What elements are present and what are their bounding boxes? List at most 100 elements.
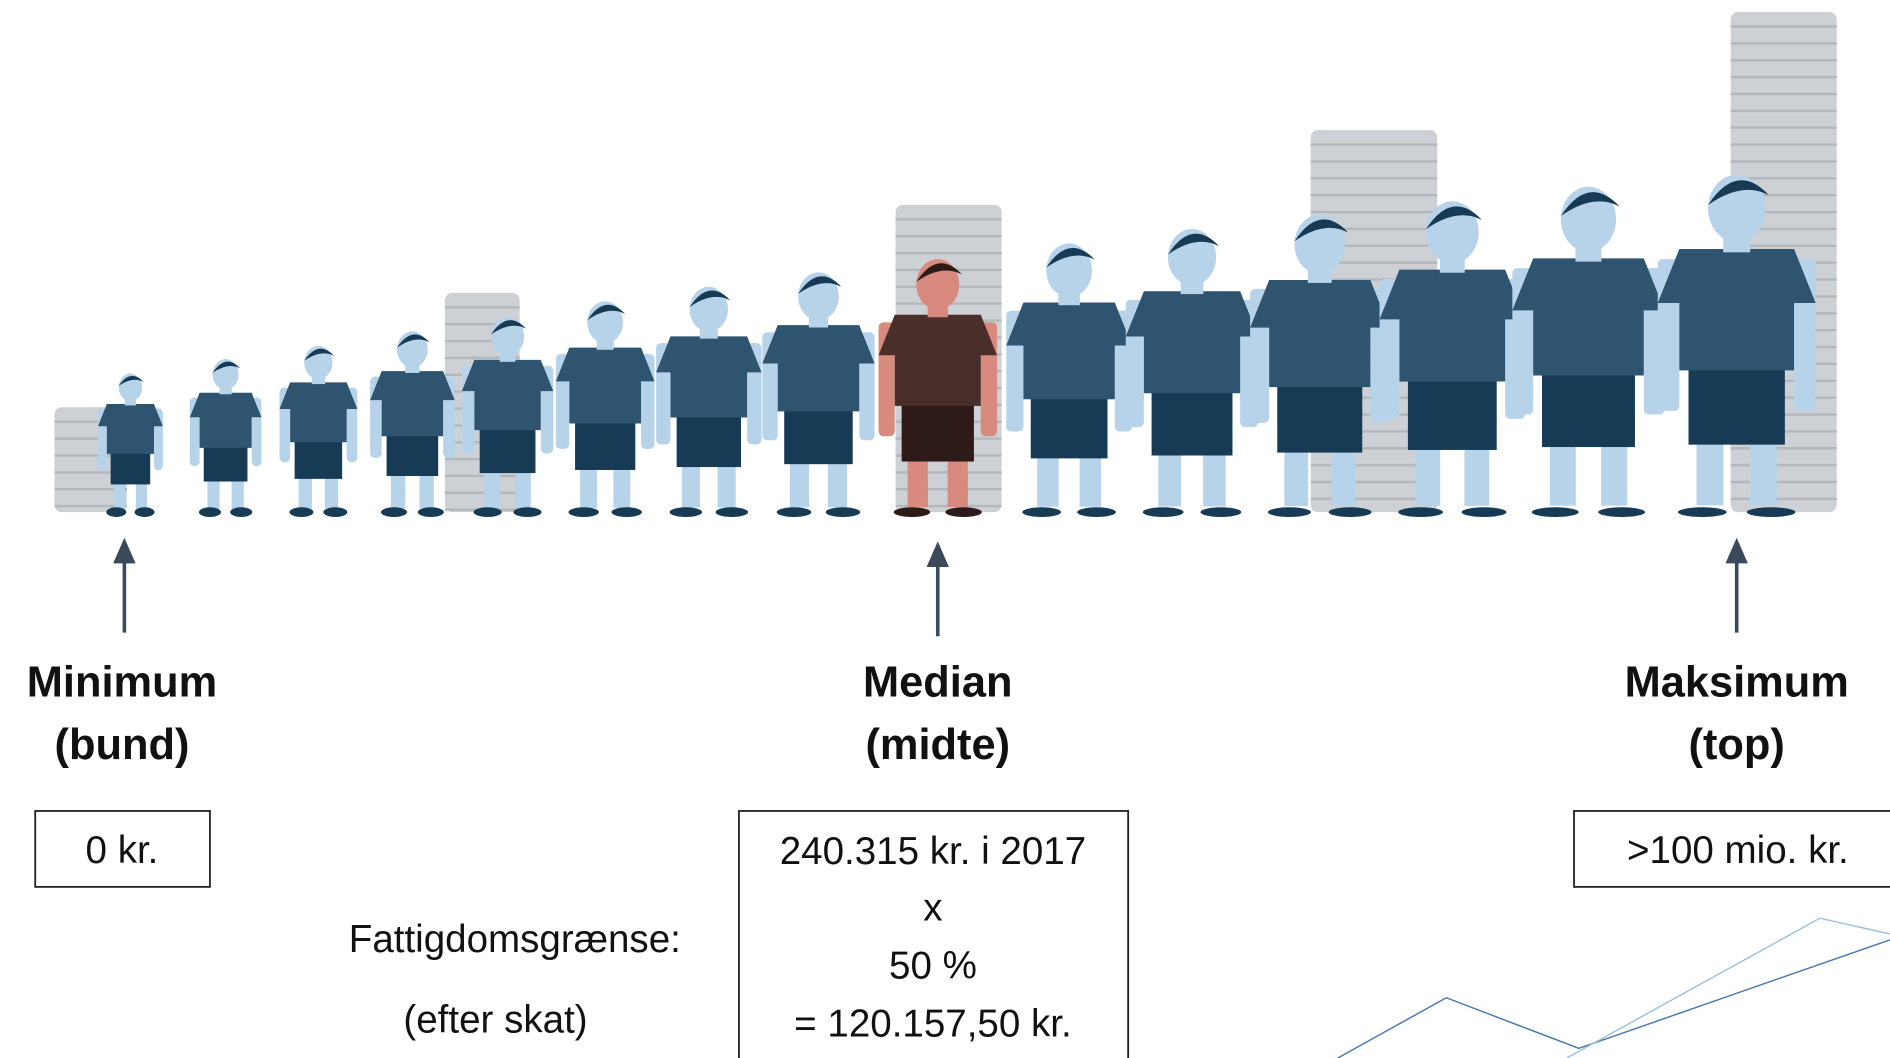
max-box — [1573, 810, 1890, 888]
person — [1125, 228, 1259, 517]
shirt — [189, 392, 262, 448]
shorts — [203, 443, 248, 482]
shirt — [279, 382, 358, 443]
max-value: >100 mio. kr. — [1627, 829, 1849, 872]
shorts — [1030, 391, 1108, 459]
shirt — [1657, 248, 1816, 371]
shirt — [762, 325, 875, 412]
median-box — [738, 810, 1130, 1058]
hair — [304, 348, 335, 361]
shoe — [1328, 507, 1372, 517]
shoe — [1746, 507, 1796, 517]
shoe — [323, 507, 348, 517]
person — [189, 359, 262, 517]
shoe — [134, 507, 155, 517]
shoe — [825, 507, 861, 517]
person — [461, 316, 554, 517]
shirt — [461, 359, 554, 431]
shoe — [1142, 507, 1184, 517]
hair — [1425, 206, 1482, 230]
hair — [916, 263, 962, 282]
shorts — [1277, 378, 1363, 453]
arrows — [113, 537, 1748, 637]
shirt — [1250, 279, 1390, 388]
min-title: Minimum — [27, 658, 217, 706]
person — [555, 301, 655, 517]
hair — [1167, 233, 1219, 255]
shorts — [784, 404, 853, 465]
shoe — [568, 507, 599, 517]
person — [97, 373, 163, 517]
median-title: Median — [863, 658, 1012, 706]
hair — [490, 320, 527, 335]
deco-line — [1337, 939, 1890, 1058]
min-box — [34, 810, 211, 888]
deco-line — [1566, 917, 1890, 1058]
arrowhead — [113, 537, 136, 564]
shoe — [715, 507, 749, 517]
poverty-note: (efter skat) — [403, 999, 587, 1042]
arrowhead — [926, 541, 949, 567]
person — [1006, 243, 1132, 517]
leg — [135, 470, 147, 510]
shoe — [1077, 507, 1116, 517]
hair — [1294, 219, 1349, 242]
shirt — [555, 347, 655, 424]
arrowhead — [1725, 537, 1748, 564]
shoe — [1200, 507, 1242, 517]
median-line: 240.315 kr. i 2017 — [780, 830, 1086, 873]
decoration — [1337, 917, 1890, 1058]
shoe — [1461, 507, 1507, 517]
shoe — [893, 507, 931, 517]
shirt — [370, 371, 455, 437]
person — [1657, 174, 1816, 517]
shoe — [473, 507, 502, 517]
shirt — [1125, 291, 1259, 394]
max-subtitle: (top) — [1689, 721, 1785, 769]
shoe — [417, 507, 444, 517]
shorts — [575, 417, 636, 470]
shorts — [479, 424, 536, 474]
min-value: 0 kr. — [86, 829, 159, 872]
shoe — [1531, 507, 1579, 517]
shoe — [289, 507, 314, 517]
person — [279, 345, 358, 517]
person — [370, 331, 455, 517]
shorts — [294, 437, 343, 479]
person — [656, 286, 762, 517]
shoe — [1398, 507, 1443, 517]
shoe — [513, 507, 542, 517]
shorts — [110, 449, 151, 485]
hair — [1046, 247, 1095, 268]
hair — [118, 375, 144, 387]
shorts — [676, 410, 741, 468]
shirt — [1006, 302, 1132, 400]
hair — [397, 334, 430, 348]
hair — [587, 304, 626, 321]
shirt — [97, 404, 163, 454]
shoe — [380, 507, 407, 517]
poverty-label: Fattigdomsgrænse: — [349, 918, 681, 961]
min-subtitle: (bund) — [55, 721, 190, 769]
shoe — [669, 507, 703, 517]
person — [1512, 186, 1665, 517]
shorts — [901, 398, 974, 462]
median-line: x — [923, 887, 942, 930]
shirt — [878, 314, 997, 406]
shirt — [1512, 258, 1665, 376]
shirt — [1379, 269, 1526, 382]
people — [97, 174, 1816, 517]
shirt — [656, 336, 762, 418]
person — [762, 272, 875, 517]
shorts — [386, 430, 439, 476]
hair — [1560, 192, 1620, 217]
median-line: 50 % — [889, 944, 977, 987]
median-line: = 120.157,50 kr. — [794, 1002, 1072, 1045]
leg — [113, 470, 126, 510]
shoe — [1598, 507, 1646, 517]
shoe — [1267, 507, 1311, 517]
shoe — [230, 507, 253, 517]
shoe — [945, 507, 982, 517]
shoe — [106, 507, 127, 517]
